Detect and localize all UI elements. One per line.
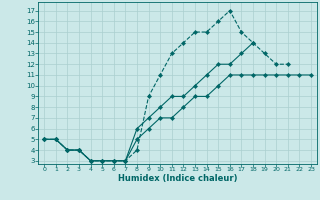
X-axis label: Humidex (Indice chaleur): Humidex (Indice chaleur)	[118, 174, 237, 183]
